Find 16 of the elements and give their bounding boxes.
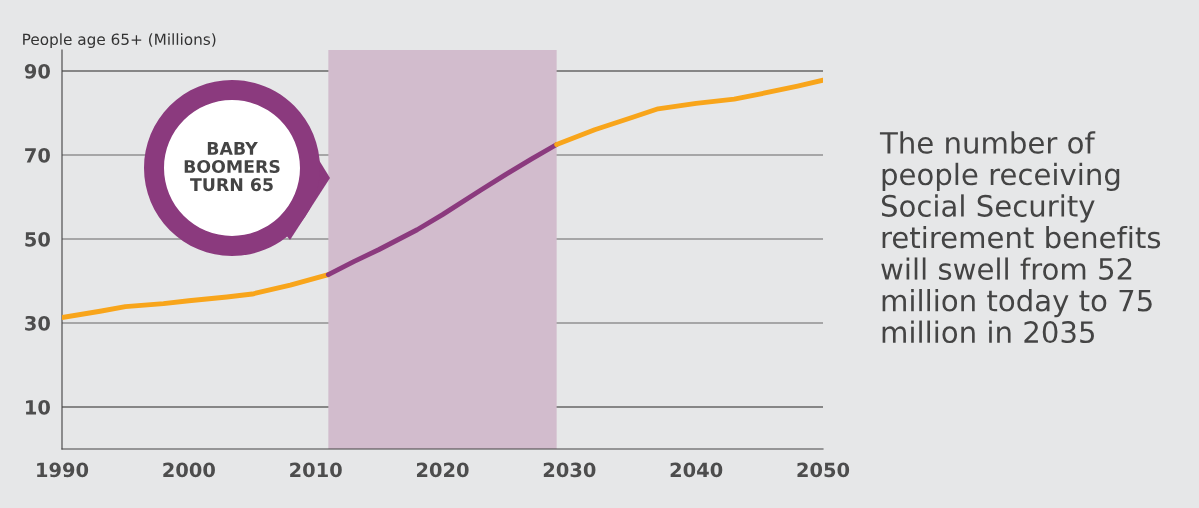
x-tick-label: 2040	[670, 462, 723, 478]
line-series	[554, 77, 823, 147]
text: The number of people receiving Social Security retirement benefits will swell from 52 million today to 75 million in 2035	[879, 131, 1161, 344]
x-tick-label: 2030	[543, 462, 596, 478]
y-tick-label: 50	[25, 231, 50, 247]
y-axis-title: People age 65+ (Millions)	[23, 33, 216, 48]
x-tick-label: 2000	[163, 462, 215, 478]
y-tick-label: 90	[24, 63, 50, 79]
x-tick-label: 1990	[37, 462, 89, 478]
y-tick-label: 30	[25, 315, 50, 331]
y-tick-label: 10	[26, 399, 50, 415]
x-tick-label: 2020	[416, 462, 469, 478]
annotation: BABY BOOMERS TURN 65	[184, 142, 280, 192]
x-tick-label: 2010	[290, 462, 342, 478]
y-tick-label: 70	[25, 147, 50, 163]
x-tick-label: 2050	[797, 462, 850, 478]
